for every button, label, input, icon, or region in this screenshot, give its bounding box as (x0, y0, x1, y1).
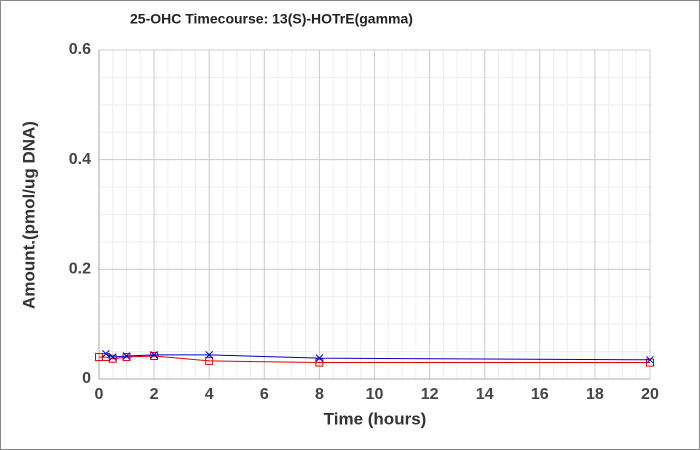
marker (108, 354, 117, 363)
x-tick-label: 0 (95, 386, 104, 403)
chart-title: 25-OHC Timecourse: 13(S)-HOTrE(gamma) (130, 11, 413, 27)
y-tick-label: 0.6 (69, 41, 91, 58)
x-tick-label: 10 (366, 386, 384, 403)
series-line (99, 355, 650, 364)
x-tick-label: 6 (260, 386, 269, 403)
x-axis-label: Time (hours) (324, 409, 427, 428)
marker (315, 358, 324, 367)
y-tick-label: 0.2 (69, 261, 91, 278)
marker (646, 355, 654, 364)
x-tick-label: 2 (150, 386, 159, 403)
x-tick-label: 12 (421, 386, 439, 403)
marker (315, 354, 324, 363)
marker (205, 351, 214, 359)
marker (150, 351, 159, 360)
x-tick-label: 4 (205, 386, 214, 403)
x-tick-label: 20 (641, 386, 659, 403)
x-tick-label: 8 (315, 386, 324, 403)
marker (150, 351, 158, 359)
x-tick-label: 18 (586, 386, 604, 403)
marker (102, 349, 110, 358)
marker (205, 356, 214, 365)
y-tick-label: 0 (82, 370, 91, 387)
marker (646, 358, 654, 367)
marker (108, 353, 117, 361)
x-tick-label: 16 (531, 386, 549, 403)
marker (122, 352, 131, 360)
x-tick-label: 14 (476, 386, 494, 403)
marker (122, 353, 131, 362)
y-tick-label: 0.4 (69, 151, 91, 168)
y-axis-label: Amount.(pmol/ug DNA) (19, 121, 38, 309)
